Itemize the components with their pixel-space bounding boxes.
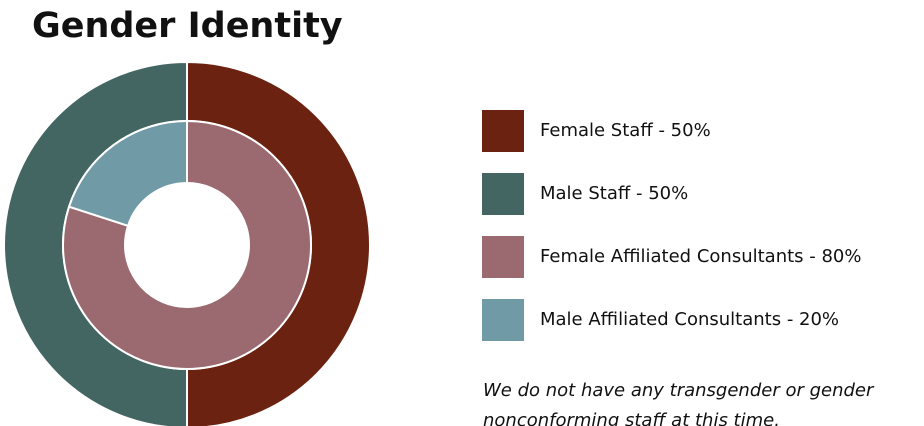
legend-label: Female Affiliated Consultants - 80%: [540, 246, 862, 267]
legend-label: Male Affiliated Consultants - 20%: [540, 309, 839, 330]
donut-segment: [62, 119, 312, 370]
chart-title: Gender Identity: [32, 6, 343, 46]
donut-segment: [67, 119, 188, 228]
note: We do not have any transgender or gender…: [483, 380, 874, 426]
legend-swatch: [482, 110, 524, 152]
legend-label: Female Staff - 50%: [540, 120, 711, 141]
legend-swatch: [482, 173, 524, 215]
legend-label: Male Staff - 50%: [540, 183, 688, 204]
legend-swatch: [482, 299, 524, 341]
legend-swatch: [482, 236, 524, 278]
